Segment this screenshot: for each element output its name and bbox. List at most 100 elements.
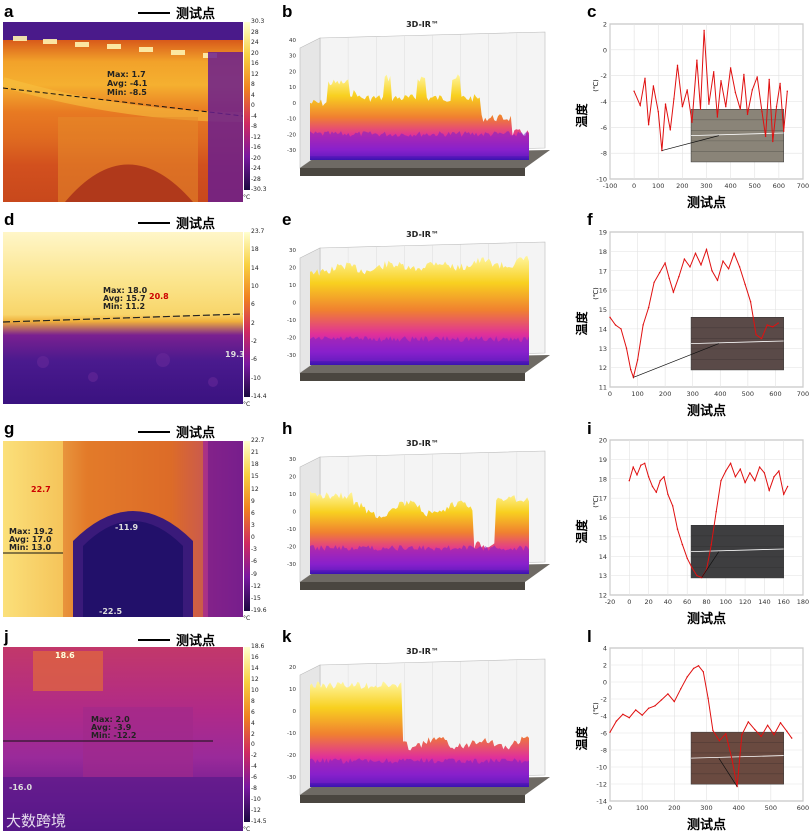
chart-y-tick: 12 — [599, 592, 607, 600]
chart-data-point — [696, 59, 698, 61]
chart-data-point — [763, 472, 766, 474]
thermal-annotation-d-max: Max: 18.0 — [103, 286, 148, 295]
chart-data-point — [625, 347, 628, 349]
legend-label-g: 测试点 — [176, 426, 216, 441]
chart-data-point — [636, 474, 638, 476]
surface-plot-k: 3D-IR™ 20 10 0 -10 -20 -30 — [287, 647, 550, 803]
chart-data-point — [697, 665, 700, 667]
chart-data-point — [716, 279, 719, 282]
legend-line-a — [138, 12, 170, 14]
scale-unit-label: °C — [243, 615, 251, 622]
chart-x-tick: 400 — [714, 390, 726, 398]
chart-data-point — [725, 470, 727, 472]
surface-z-tick: -10 — [287, 117, 296, 123]
chart-y-unit: (℃) — [592, 702, 600, 714]
chart-data-point — [751, 89, 753, 91]
chart-data-point — [702, 671, 704, 673]
scale-tick-label: -28 — [251, 175, 261, 183]
color-scale-d — [244, 232, 250, 397]
surface-z-tick: -20 — [287, 336, 296, 342]
line-chart-f: 0 100 200 300 400 500 600 700 19 18 17 16 15 14 13 12 11… — [574, 229, 809, 420]
chart-data-point — [691, 121, 693, 123]
scale-tick-label: -14.5 — [251, 818, 267, 825]
chart-data-point — [747, 721, 749, 723]
chart-inset-photo — [690, 109, 784, 163]
chart-x-tick: 100 — [720, 598, 732, 606]
panel-letter-e: e — [282, 210, 292, 229]
chart-data-point — [644, 462, 646, 464]
color-scale-g — [244, 441, 250, 611]
surface-plot-b: 3D-IR™ 40 30 20 10 0 -10 -20 -30 — [287, 20, 550, 176]
chart-data-point — [636, 359, 639, 361]
chart-y-label: 温度 — [574, 311, 589, 336]
chart-inset-test-line — [691, 340, 784, 344]
chart-data-point — [707, 697, 709, 699]
surface-plot-e: 3D-IR™ 30 20 10 0 -10 -20 -30 — [287, 230, 550, 381]
chart-x-tick: 200 — [659, 390, 671, 398]
chart-data-point — [639, 104, 641, 107]
chart-data-point — [786, 90, 788, 92]
chart-data-point — [614, 324, 617, 326]
chart-x-label: 测试点 — [687, 195, 726, 211]
scale-tick-label: 3 — [251, 522, 255, 529]
color-scale-a — [244, 22, 250, 190]
scale-tick-label: 0 — [251, 741, 255, 749]
chart-data-point — [749, 301, 752, 303]
surface-title: 3D-IR™ — [406, 230, 439, 239]
surface-z-tick: 20 — [289, 69, 296, 75]
chart-data-point — [694, 252, 697, 254]
chart-data-point — [620, 328, 622, 330]
chart-data-point — [738, 266, 741, 268]
chart-data-point — [657, 111, 659, 113]
chart-data-point — [615, 720, 618, 722]
chart-data-point — [651, 485, 654, 488]
chart-data-point — [654, 705, 656, 707]
chart-data-point — [773, 734, 775, 736]
chart-data-point — [622, 713, 624, 715]
scale-tick-label: -19.6 — [251, 607, 267, 614]
scale-tick-label: -10 — [251, 796, 261, 804]
thermal-annotation-a-max: Max: 1.7 — [107, 70, 146, 79]
chart-data-point — [764, 135, 767, 138]
scale-tick-label: 6 — [251, 708, 255, 716]
chart-inset-photo — [690, 317, 784, 371]
surface-z-tick: -30 — [287, 562, 296, 568]
chart-data-point — [755, 334, 757, 336]
chart-data-point — [754, 728, 756, 731]
surface-z-tick: -10 — [287, 318, 296, 324]
surface-floor-edge — [300, 373, 525, 381]
chart-x-tick: 80 — [702, 598, 710, 606]
chart-data-point — [686, 89, 688, 91]
panel-letter-j: j — [4, 627, 9, 646]
chart-data-point — [652, 85, 655, 87]
thermal-annotation-g-mid: -11.9 — [115, 523, 139, 532]
thermal-art-j — [3, 651, 243, 831]
chart-y-tick: 19 — [599, 456, 607, 464]
scale-tick-label: -8 — [251, 123, 257, 130]
chart-y-tick: 13 — [599, 345, 607, 353]
chart-data-point — [786, 485, 789, 488]
chart-data-point — [630, 368, 632, 371]
chart-data-point — [791, 737, 793, 739]
thermal-annotation-g-max: Max: 19.2 — [9, 527, 54, 536]
chart-data-point — [703, 29, 705, 32]
chart-data-point — [699, 108, 702, 111]
chart-data-point — [778, 470, 780, 472]
chart-data-point — [641, 714, 643, 716]
chart-x-tick: 0 — [608, 804, 612, 812]
chart-y-tick: 0 — [603, 46, 607, 54]
scale-tick-label: -3 — [251, 546, 257, 554]
chart-y-tick: -8 — [601, 150, 607, 158]
chart-data-point — [628, 480, 630, 482]
chart-x-tick: 0 — [632, 182, 636, 190]
chart-y-tick: 16 — [599, 514, 607, 522]
chart-data-point — [766, 724, 769, 726]
chart-inset-test-line — [691, 132, 784, 136]
scale-tick-label: 0 — [251, 534, 255, 542]
scale-tick-label: -6 — [251, 774, 257, 782]
chart-arrow — [633, 343, 719, 378]
scale-tick-label: -6 — [251, 558, 257, 566]
chart-data-point — [659, 480, 661, 482]
chart-x-label: 测试点 — [687, 611, 726, 627]
chart-x-label: 测试点 — [687, 817, 726, 833]
